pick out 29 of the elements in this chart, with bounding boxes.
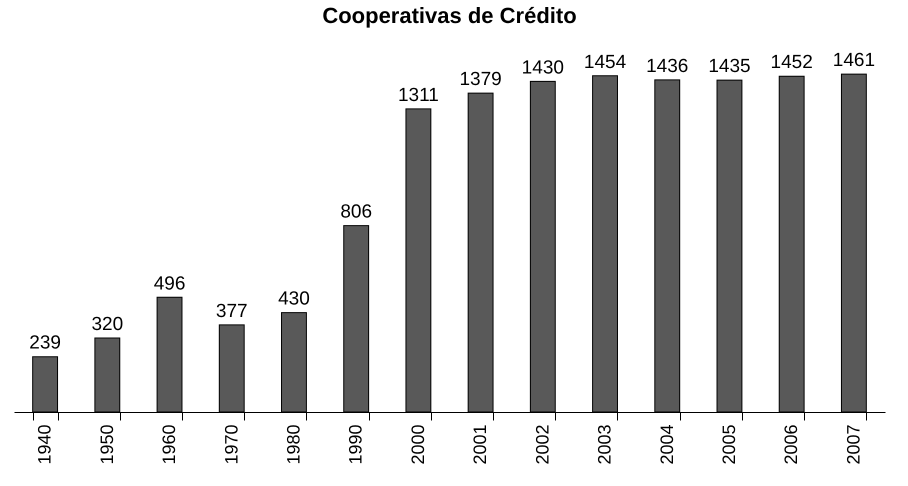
data-label: 430 [278, 288, 310, 310]
x-tick-label: 2002 [532, 424, 552, 465]
x-tick-label: 2001 [470, 424, 490, 465]
data-label: 320 [91, 314, 124, 335]
x-tick-label: 1990 [346, 424, 366, 465]
data-label: 1435 [708, 56, 751, 78]
data-label: 1430 [522, 57, 564, 78]
data-label: 1311 [398, 84, 439, 106]
data-label: 496 [154, 273, 186, 294]
data-label: 806 [340, 202, 372, 223]
x-tick-label: 1960 [159, 424, 180, 465]
data-label: 1461 [832, 50, 876, 72]
x-tick-label: 2004 [656, 424, 677, 465]
x-tick-label: 2007 [843, 424, 864, 465]
data-label: 1452 [770, 52, 813, 74]
x-tick-label: 1980 [283, 424, 304, 465]
x-tick-label: 1970 [221, 424, 242, 465]
x-tick-label: 2006 [781, 424, 802, 465]
data-label: 1436 [646, 56, 688, 77]
chart-title: Cooperativas de Crédito [322, 3, 577, 28]
x-tick-label: 2000 [408, 424, 428, 465]
data-label: 377 [216, 300, 248, 322]
data-label: 1379 [459, 69, 502, 90]
x-tick-label: 2005 [718, 424, 739, 465]
data-label: 1454 [584, 52, 627, 73]
x-tick-label: 1950 [96, 424, 117, 465]
x-tick-label: 1940 [34, 424, 55, 465]
data-label: 239 [29, 332, 61, 354]
x-tick-label: 2003 [594, 424, 615, 465]
